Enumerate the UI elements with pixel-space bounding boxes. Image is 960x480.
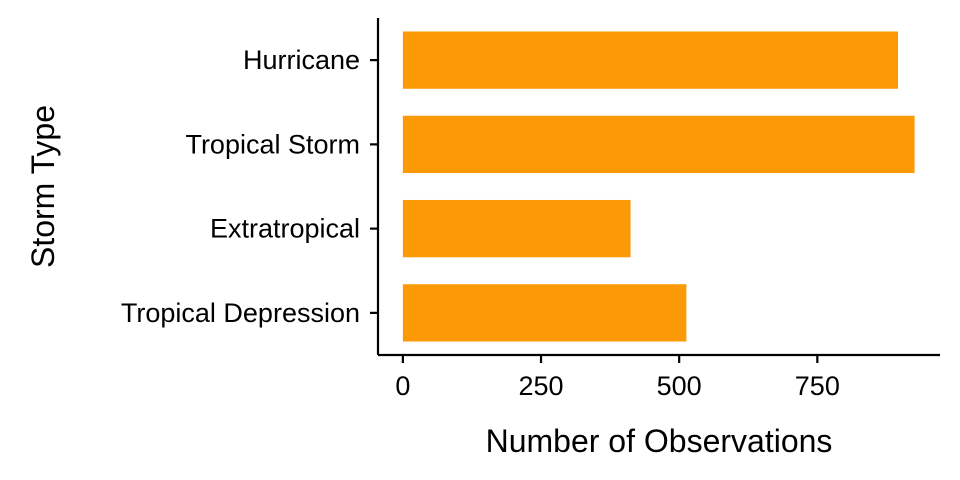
bar-extratropical <box>402 199 631 258</box>
y-axis-title: Storm Type <box>25 105 61 268</box>
y-tick-label-hurricane: Hurricane <box>243 45 360 75</box>
y-tick-label-tropical-storm: Tropical Storm <box>185 129 360 159</box>
x-ticks-group: 0 250 500 750 <box>395 355 840 401</box>
x-tick-label-0: 0 <box>395 371 410 401</box>
bar-hurricane <box>402 31 899 89</box>
y-tick-label-tropical-depression: Tropical Depression <box>121 298 360 328</box>
x-tick-label-750: 750 <box>795 371 840 401</box>
x-tick-label-500: 500 <box>657 371 702 401</box>
bar-tropical-storm <box>402 115 915 174</box>
y-ticks-group: Hurricane Tropical Storm Extratropical Trop… <box>121 45 378 328</box>
axes-group <box>376 18 940 357</box>
x-axis-title: Number of Observations <box>486 423 833 459</box>
x-tick-label-250: 250 <box>518 371 563 401</box>
y-tick-label-extratropical: Extratropical <box>210 214 360 244</box>
bar-tropical-depression <box>402 284 687 342</box>
bars-group <box>402 31 915 342</box>
